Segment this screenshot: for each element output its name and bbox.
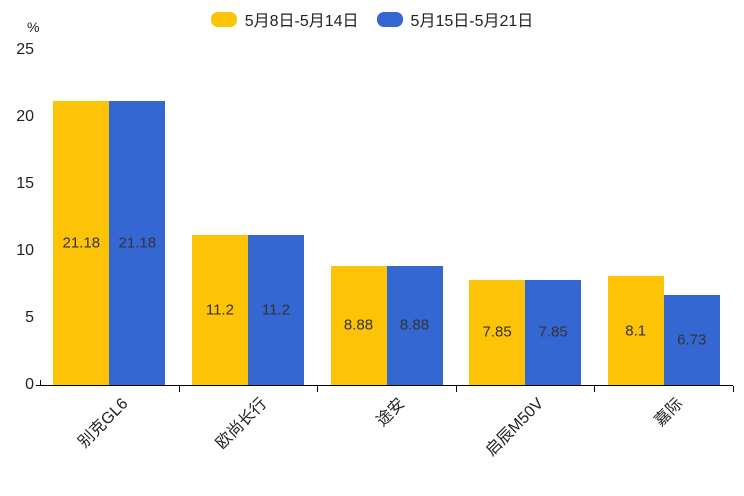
bar-series2-欧尚长行: 11.2: [247, 234, 304, 385]
x-category-label: 途安: [374, 395, 409, 430]
legend-item-week1[interactable]: 5月8日-5月14日: [210, 7, 359, 31]
bar-value-label: 8.88: [343, 316, 374, 334]
x-axis-tick: [317, 386, 319, 392]
bar-value-label: 6.73: [677, 331, 707, 349]
x-axis-left-tick: [40, 380, 41, 385]
x-axis-line: [36, 385, 733, 386]
bar-value-label: 8.88: [399, 316, 430, 334]
bar-series1-嘉际: 8.1: [607, 276, 664, 385]
bar-series2-别克GL6: 21.18: [109, 101, 166, 385]
y-tick-label: 5: [25, 309, 34, 326]
x-axis-tick: [178, 386, 180, 392]
bar-value-label: 21.18: [118, 234, 157, 252]
y-tick-label: 25: [16, 41, 34, 58]
y-tick-label: 10: [16, 242, 34, 259]
y-tick-label: 15: [16, 175, 34, 192]
legend-item-week2[interactable]: 5月15日-5月21日: [376, 7, 534, 31]
bar-series2-嘉际: 6.73: [663, 294, 720, 385]
x-axis-tick: [455, 386, 457, 392]
bar-value-label: 11.2: [205, 301, 234, 319]
legend-swatch-blue-icon: [376, 11, 403, 27]
legend-swatch-yellow-icon: [210, 11, 237, 27]
bar-series2-启辰M50V: 7.85: [525, 279, 582, 385]
y-axis-unit-label: %: [27, 19, 40, 35]
x-category-label: 欧尚长行: [212, 395, 271, 453]
bar-series1-启辰M50V: 7.85: [469, 279, 526, 385]
bar-series1-欧尚长行: 11.2: [191, 234, 248, 385]
y-tick-label: 20: [16, 108, 34, 125]
legend-label-week2: 5月15日-5月21日: [410, 13, 534, 30]
legend-label-week1: 5月8日-5月14日: [244, 13, 359, 30]
bar-value-label: 8.1: [625, 322, 647, 340]
bar-value-label: 7.85: [482, 323, 512, 341]
chart-legend: 5月8日-5月14日 5月15日-5月21日: [0, 7, 744, 31]
x-category-label: 嘉际: [651, 395, 686, 430]
bar-series1-途安: 8.88: [330, 266, 387, 385]
x-axis-tick: [733, 386, 734, 392]
y-tick-label: 0: [25, 376, 34, 393]
bar-series2-途安: 8.88: [386, 266, 443, 385]
x-category-label: 别克GL6: [75, 395, 132, 452]
bar-series1-别克GL6: 21.18: [53, 101, 110, 385]
bar-value-label: 11.2: [261, 301, 290, 319]
x-axis-tick: [594, 386, 596, 392]
bar-value-label: 21.18: [62, 234, 101, 252]
bar-value-label: 7.85: [538, 323, 568, 341]
x-category-label: 启辰M50V: [483, 395, 548, 460]
